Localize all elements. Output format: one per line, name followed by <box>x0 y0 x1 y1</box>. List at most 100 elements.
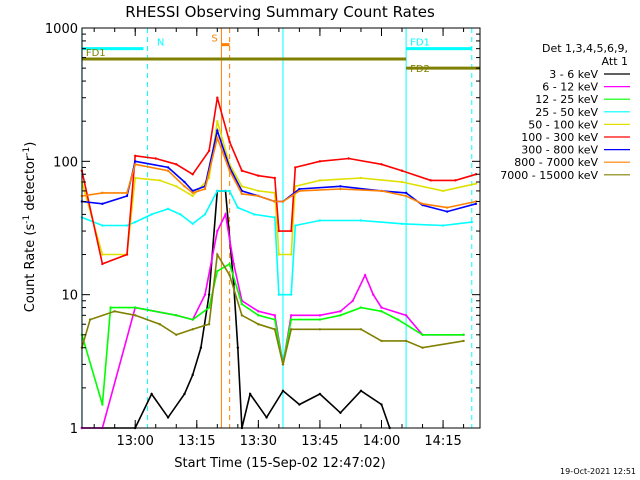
series-7-point-6 <box>191 191 194 195</box>
series-3-point-2 <box>125 224 129 227</box>
series-6-point-3 <box>134 160 137 163</box>
x-tick-label-2: 13:30 <box>240 434 277 449</box>
series-3-point-12 <box>253 213 256 216</box>
interval-label-2: FD1 <box>410 38 430 49</box>
legend-label-1: 6 - 12 keV <box>542 81 598 94</box>
series-line-0 <box>81 190 391 429</box>
series-1-point-5 <box>203 293 207 296</box>
series-0-point-15 <box>281 389 285 393</box>
series-3-point-3 <box>134 220 137 224</box>
series-8-point-1 <box>88 318 92 321</box>
interval-label-1: FD1 <box>86 48 106 59</box>
series-4-point-3 <box>134 176 137 180</box>
y-tick-label-1: 10 <box>61 289 78 304</box>
series-7-point-12 <box>273 200 276 203</box>
series-8-point-11 <box>257 323 260 326</box>
series-7-point-13 <box>281 200 285 203</box>
legend-label-3: 25 - 50 keV <box>535 106 598 119</box>
series-0-point-16 <box>298 403 301 406</box>
series-1-point-16 <box>351 299 354 302</box>
series-5-point-13 <box>277 229 281 233</box>
series-5-point-2 <box>125 253 129 256</box>
series-8-point-13 <box>281 363 285 366</box>
series-3-point-10 <box>228 189 231 193</box>
series-5-point-20 <box>429 179 432 182</box>
interval-label-4: S <box>211 34 217 45</box>
series-8-point-17 <box>380 339 383 343</box>
series-2-point-16 <box>359 306 363 309</box>
series-7-point-7 <box>203 187 207 191</box>
x-axis-label: Start Time (15-Sep-02 12:47:02) <box>174 456 385 471</box>
series-1-point-8 <box>232 262 235 266</box>
series-2-point-15 <box>339 314 342 317</box>
series-8-point-9 <box>228 273 231 277</box>
series-1-point-6 <box>216 229 219 233</box>
x-tick-label-5: 14:15 <box>424 434 461 449</box>
series-7-point-4 <box>166 169 170 172</box>
series-3-point-16 <box>294 224 297 227</box>
series-4-point-19 <box>441 189 445 193</box>
series-line-5 <box>81 97 477 265</box>
series-5-point-7 <box>207 149 211 152</box>
series-4-point-1 <box>101 253 104 256</box>
series-3-point-9 <box>216 189 219 193</box>
series-1-point-18 <box>372 293 375 296</box>
legend-label-2: 12 - 25 keV <box>535 93 598 106</box>
chart-title: RHESSI Observing Summary Count Rates <box>125 3 435 21</box>
series-3-point-13 <box>273 216 276 219</box>
series-4-point-17 <box>359 176 363 180</box>
series-5-point-3 <box>134 154 137 158</box>
series-6-point-20 <box>474 202 478 206</box>
series-3-point-17 <box>318 219 322 222</box>
series-1-point-10 <box>257 310 260 313</box>
series-6-point-2 <box>125 194 129 198</box>
x-tick-label-3: 13:45 <box>301 434 338 449</box>
series-2-point-1 <box>101 403 104 406</box>
series-4-point-4 <box>158 179 162 182</box>
y-tick-label-3: 1000 <box>45 22 78 37</box>
series-0-point-3 <box>166 416 170 419</box>
series-line-4 <box>81 120 477 256</box>
series-4-point-5 <box>175 185 178 188</box>
series-0-point-11 <box>236 346 240 349</box>
series-4-point-6 <box>191 194 194 198</box>
series-7-point-5 <box>183 185 186 188</box>
series-3-point-15 <box>289 293 293 296</box>
series-2-point-20 <box>462 333 465 337</box>
series-5-point-9 <box>228 140 231 144</box>
series-3-point-19 <box>400 222 404 226</box>
series-3-point-18 <box>359 219 363 222</box>
series-0-point-14 <box>265 416 268 419</box>
series-5-point-18 <box>380 163 383 166</box>
legend-label-4: 50 - 100 keV <box>528 118 598 131</box>
series-0-point-4 <box>183 392 186 396</box>
series-1-point-15 <box>339 310 342 313</box>
series-5-point-15 <box>294 166 297 169</box>
series-4-point-16 <box>318 179 322 182</box>
series-2-point-17 <box>380 310 383 313</box>
series-2-point-2 <box>109 306 112 309</box>
series-8-point-18 <box>404 339 408 343</box>
series-3-point-20 <box>441 224 445 227</box>
series-5-point-5 <box>175 163 178 166</box>
series-7-point-17 <box>404 194 408 198</box>
series-3-point-21 <box>470 220 473 224</box>
interval-label-0: N <box>157 38 164 49</box>
series-0-point-7 <box>207 293 211 296</box>
interval-label-3: FD2 <box>410 64 430 75</box>
series-7-point-10 <box>240 192 244 196</box>
series-5-point-8 <box>216 96 219 99</box>
series-2-point-6 <box>207 306 211 309</box>
series-5-point-22 <box>474 173 478 176</box>
series-0-point-5 <box>191 373 194 377</box>
series-4-point-8 <box>216 119 219 123</box>
plot-area: N FD1 FD1 FD2 S <box>80 28 480 430</box>
legend-label-0: 3 - 6 keV <box>549 68 598 81</box>
series-6-point-14 <box>298 187 301 191</box>
y-tick-label-0: 1 <box>70 422 78 437</box>
series-5-point-11 <box>257 174 260 177</box>
x-tick-label-0: 13:00 <box>116 434 153 449</box>
series-6-point-8 <box>216 129 219 132</box>
series-6-point-15 <box>339 185 342 188</box>
